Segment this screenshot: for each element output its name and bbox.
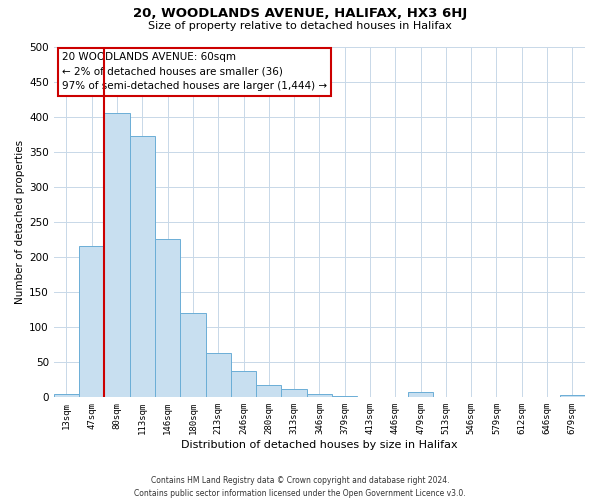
X-axis label: Distribution of detached houses by size in Halifax: Distribution of detached houses by size … (181, 440, 458, 450)
Bar (332, 396, 358, 398)
Bar (281, 389, 307, 398)
Bar (79, 246, 104, 398)
Y-axis label: Number of detached properties: Number of detached properties (15, 140, 25, 304)
Text: 20, WOODLANDS AVENUE, HALIFAX, HX3 6HJ: 20, WOODLANDS AVENUE, HALIFAX, HX3 6HJ (133, 8, 467, 20)
Bar (231, 370, 256, 398)
Bar (180, 313, 206, 398)
Bar (206, 353, 231, 398)
Bar (307, 394, 332, 398)
Bar (104, 113, 130, 398)
Bar (130, 136, 155, 398)
Bar (560, 395, 585, 398)
Text: 20 WOODLANDS AVENUE: 60sqm
← 2% of detached houses are smaller (36)
97% of semi-: 20 WOODLANDS AVENUE: 60sqm ← 2% of detac… (62, 52, 327, 92)
Bar (54, 394, 79, 398)
Text: Size of property relative to detached houses in Halifax: Size of property relative to detached ho… (148, 21, 452, 31)
Bar (408, 392, 433, 398)
Bar (256, 384, 281, 398)
Bar (155, 240, 180, 398)
Text: Contains HM Land Registry data © Crown copyright and database right 2024.
Contai: Contains HM Land Registry data © Crown c… (134, 476, 466, 498)
